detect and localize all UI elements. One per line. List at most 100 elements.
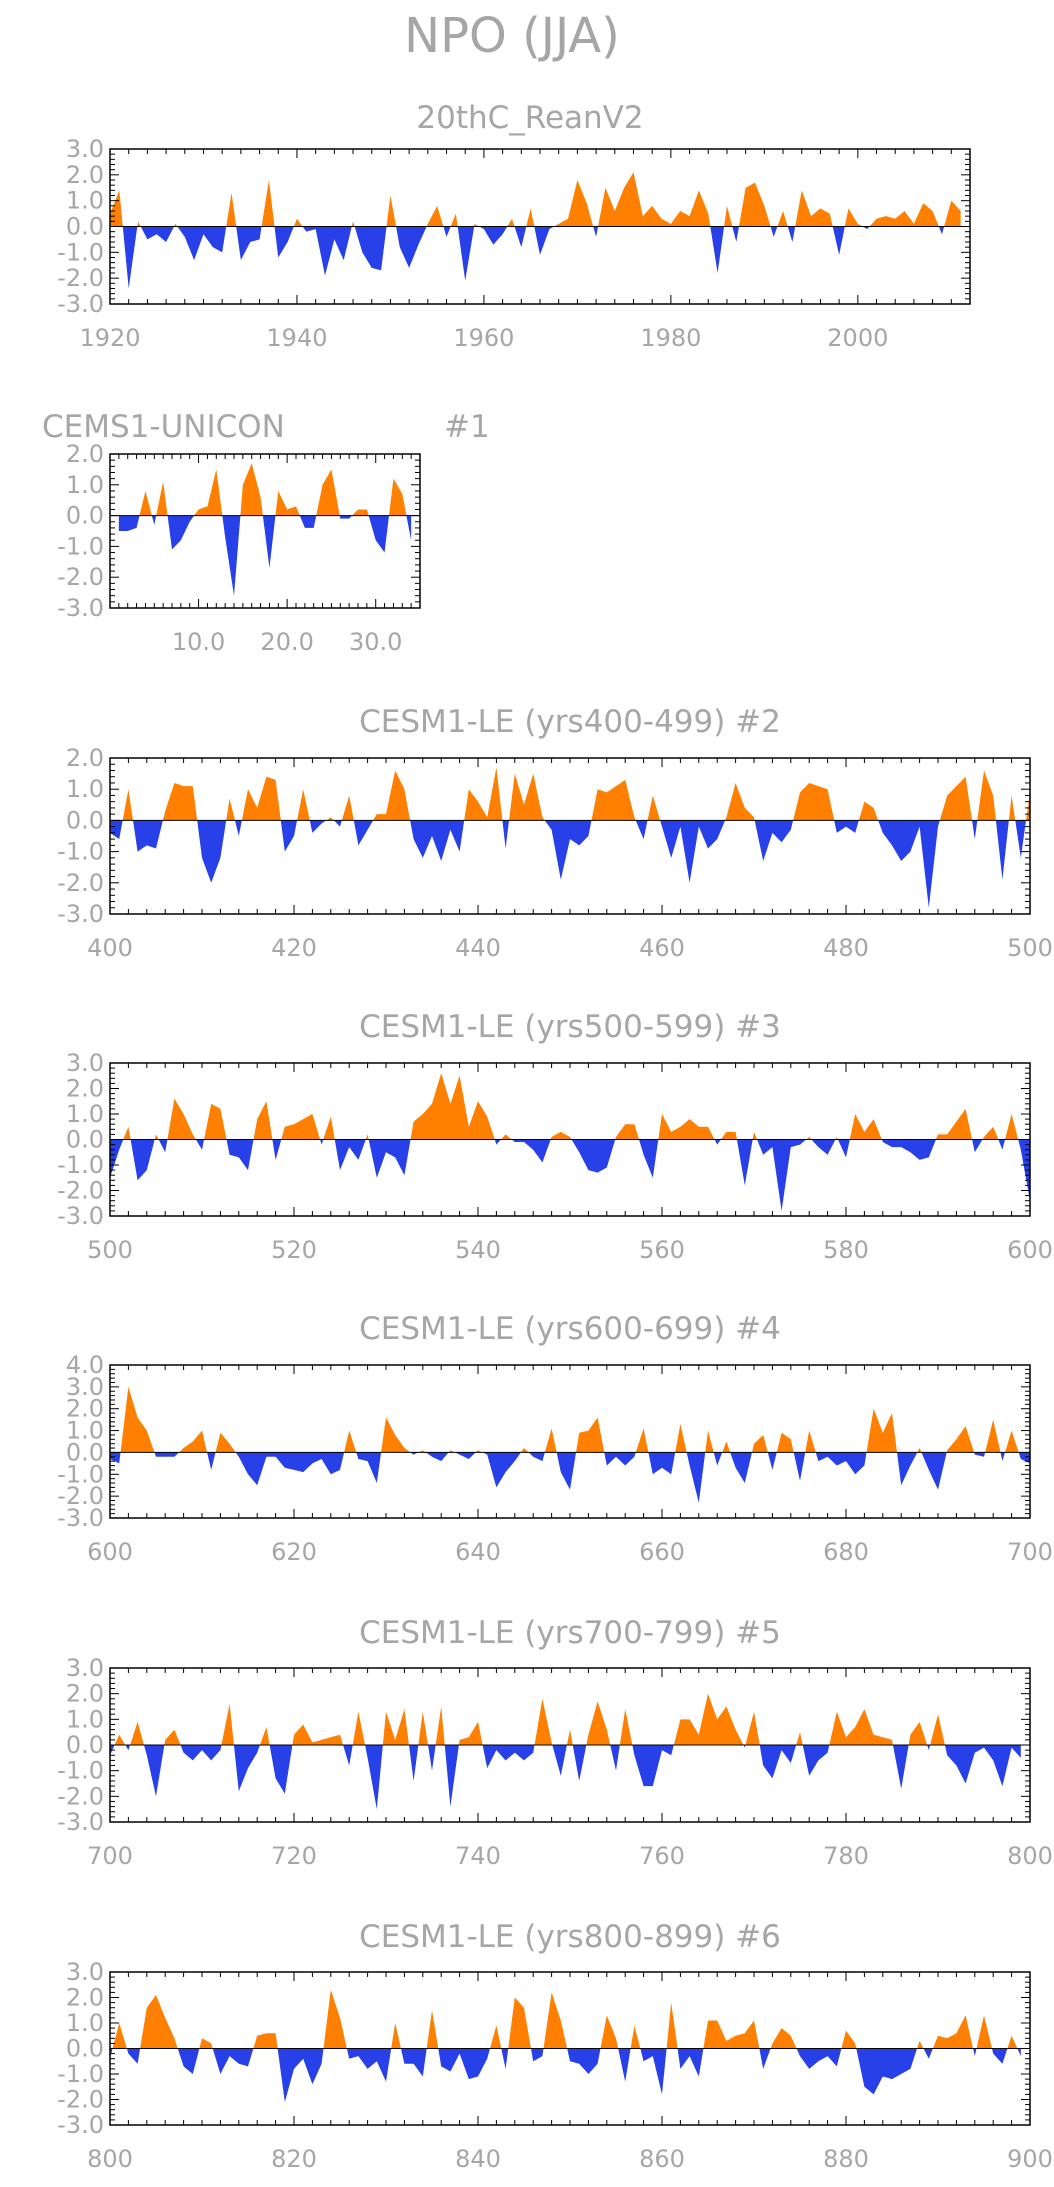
y-tick-label: -1.0 <box>57 2060 104 2088</box>
y-tick-label: -3.0 <box>57 2111 104 2139</box>
panel-6: CESM1-LE (yrs700-799) #5 3.02.01.00.0-1.0… <box>57 1615 1053 1870</box>
x-tick-label: 20.0 <box>260 628 313 656</box>
positive-area <box>120 1386 1019 1453</box>
y-tick-label: 1.0 <box>66 471 104 499</box>
x-tick-label: 500 <box>87 1236 133 1264</box>
y-tick-label: 1.0 <box>66 187 104 215</box>
positive-area <box>110 172 961 227</box>
x-tick-label: 400 <box>87 934 133 962</box>
x-tick-label: 680 <box>823 1538 869 1566</box>
negative-area <box>110 226 961 289</box>
y-tick-label: 0.0 <box>66 806 104 834</box>
x-tick-label: 840 <box>455 2145 501 2173</box>
y-tick-label: -3.0 <box>57 290 104 318</box>
y-tick-label: 2.0 <box>66 744 104 772</box>
x-tick-label: 10.0 <box>172 628 225 656</box>
x-tick-label: 580 <box>823 1236 869 1264</box>
panel-7: CESM1-LE (yrs800-899) #6 3.02.01.00.0-1.0… <box>57 1919 1053 2173</box>
y-tick-label: 2.0 <box>66 1395 104 1423</box>
x-tick-label: 780 <box>823 1842 869 1870</box>
x-tick-label: 1940 <box>266 324 327 352</box>
x-tick-label: 560 <box>639 1236 685 1264</box>
x-tick-label: 30.0 <box>349 628 402 656</box>
x-tick-label: 500 <box>1007 934 1053 962</box>
y-tick-label: 4.0 <box>66 1351 104 1379</box>
panel-1: 20thC_ReanV2 3.02.01.00.0-1.0-2.0-3.0 1920… <box>57 100 971 352</box>
y-tick-label: 2.0 <box>66 440 104 468</box>
y-tick-label: 3.0 <box>66 1373 104 1401</box>
y-tick-label: 1.0 <box>66 1100 104 1128</box>
y-tick-label: -2.0 <box>57 1482 104 1510</box>
x-tick-label: 420 <box>271 934 317 962</box>
y-tick-label: 3.0 <box>66 1654 104 1682</box>
y-tick-label: 3.0 <box>66 1049 104 1077</box>
y-tick-label: 2.0 <box>66 161 104 189</box>
x-tick-label: 440 <box>455 934 501 962</box>
x-tick-label: 900 <box>1007 2145 1053 2173</box>
panel-title: 20thC_ReanV2 <box>416 100 643 136</box>
y-tick-label: 1.0 <box>66 1705 104 1733</box>
panel-label: #1 <box>444 409 490 445</box>
x-tick-label: 640 <box>455 1538 501 1566</box>
panel-title: CESM1-LE (yrs500-599) #3 <box>359 1009 781 1045</box>
y-tick-label: 2.0 <box>66 1984 104 2012</box>
negative-area <box>118 515 412 596</box>
x-tick-label: 880 <box>823 2145 869 2173</box>
y-tick-label: 3.0 <box>66 1958 104 1986</box>
negative-area <box>110 1139 1030 1211</box>
positive-area <box>110 1989 1021 2049</box>
y-tick-label: -3.0 <box>57 594 104 622</box>
x-tick-label: 700 <box>1007 1538 1053 1566</box>
panel-2: CEMS1-UNICON #1 2.0 1.0 0.0-1.0 -2.0 -3.0 10.0 2… <box>42 409 490 656</box>
y-tick-label: 0.0 <box>66 1438 104 1466</box>
panel-4: CESM1-LE (yrs500-599) #3 3.02.01.00.0-1.0… <box>57 1009 1053 1264</box>
x-tick-label: 1960 <box>453 324 514 352</box>
panel-title: CESM1-LE (yrs700-799) #5 <box>359 1615 781 1651</box>
y-tick-label: -1.0 <box>57 238 104 266</box>
x-tick-label: 460 <box>639 934 685 962</box>
y-tick-label: -3.0 <box>57 1202 104 1230</box>
negative-area <box>110 820 1027 908</box>
panel-5: CESM1-LE (yrs600-699) #44.03.02.01.00.0-… <box>57 1311 1053 1566</box>
y-tick-label: -3.0 <box>57 1808 104 1836</box>
x-tick-label: 480 <box>823 934 869 962</box>
x-tick-label: 700 <box>87 1842 133 1870</box>
x-tick-label: 620 <box>271 1538 317 1566</box>
y-tick-label: -2.0 <box>57 869 104 897</box>
panel-title: CESM1-LE (yrs800-899) #6 <box>359 1919 781 1955</box>
x-tick-label: 660 <box>639 1538 685 1566</box>
y-tick-label: 0.0 <box>66 213 104 241</box>
y-tick-label: 1.0 <box>66 775 104 803</box>
positive-area <box>110 1693 1021 1745</box>
y-tick-label: -1.0 <box>57 532 104 560</box>
y-tick-label: -2.0 <box>57 264 104 292</box>
x-tick-label: 520 <box>271 1236 317 1264</box>
y-tick-label: -2.0 <box>57 563 104 591</box>
y-tick-label: 2.0 <box>66 1680 104 1708</box>
y-tick-label: 0.0 <box>66 1126 104 1154</box>
x-tick-label: 600 <box>1007 1236 1053 1264</box>
y-tick-label: -2.0 <box>57 1782 104 1810</box>
y-tick-label: 0.0 <box>66 2035 104 2063</box>
y-tick-label: -1.0 <box>57 838 104 866</box>
y-tick-label: -2.0 <box>57 2086 104 2114</box>
x-tick-label: 860 <box>639 2145 685 2173</box>
positive-area <box>139 463 407 516</box>
y-tick-label: -1.0 <box>57 1460 104 1488</box>
panel-title: CESM1-LE (yrs600-699) #4 <box>359 1311 781 1347</box>
x-tick-label: 800 <box>1007 1842 1053 1870</box>
x-tick-label: 720 <box>271 1842 317 1870</box>
y-tick-label: 3.0 <box>66 135 104 163</box>
negative-area <box>110 1745 1021 1810</box>
y-tick-label: 2.0 <box>66 1075 104 1103</box>
y-tick-label: -1.0 <box>57 1151 104 1179</box>
x-tick-label: 1920 <box>79 324 140 352</box>
y-tick-label: 1.0 <box>66 1417 104 1445</box>
negative-area <box>110 2048 1021 2103</box>
x-tick-label: 740 <box>455 1842 501 1870</box>
plot-frame <box>109 453 421 609</box>
x-tick-label: 820 <box>271 2145 317 2173</box>
x-tick-label: 1980 <box>640 324 701 352</box>
x-tick-label: 600 <box>87 1538 133 1566</box>
